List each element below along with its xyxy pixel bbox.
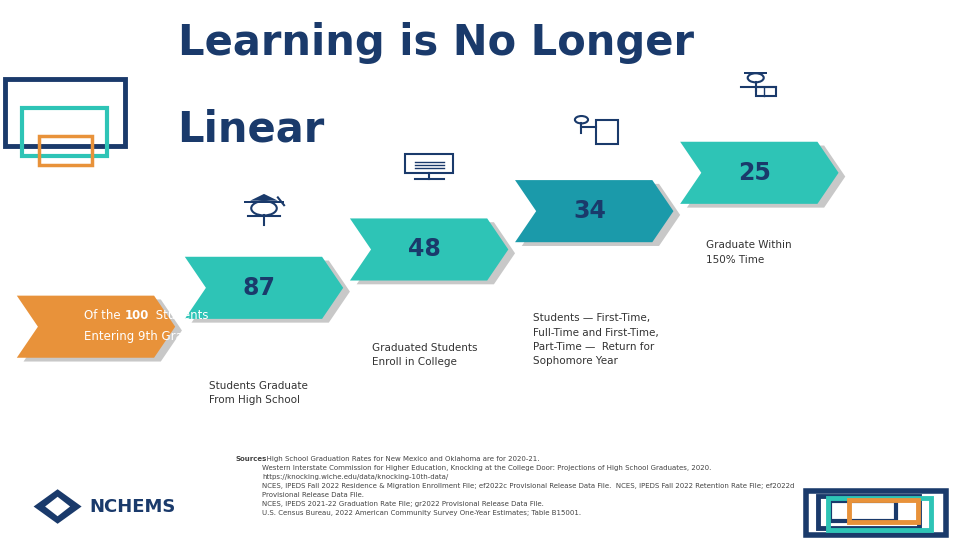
Polygon shape [45,497,70,516]
Text: 100: 100 [125,309,149,322]
Text: Students — First-Time,
Full-Time and First-Time,
Part-Time —  Return for
Sophomo: Students — First-Time, Full-Time and Fir… [533,313,659,367]
Polygon shape [34,489,82,524]
Text: Learning is No Longer: Learning is No Longer [178,22,693,64]
Polygon shape [680,141,839,204]
Polygon shape [192,260,350,322]
Bar [849,500,918,522]
Polygon shape [522,184,680,246]
Polygon shape [687,145,846,207]
Text: 34: 34 [573,199,606,223]
Text: Students: Students [152,309,208,322]
Text: NCHEMS: NCHEMS [89,497,176,516]
Polygon shape [349,218,509,280]
Polygon shape [357,222,515,284]
Polygon shape [17,296,175,357]
Text: : High School Graduation Rates for New Mexico and Oklahoma are for 2020-21.
West: : High School Graduation Rates for New M… [262,456,795,516]
Bar [5,79,125,146]
Text: 25: 25 [738,161,771,185]
Polygon shape [515,180,674,242]
Text: 87: 87 [243,276,276,300]
Text: Graduated Students
Enroll in College: Graduated Students Enroll in College [372,343,478,367]
Text: Graduate Within
150% Time: Graduate Within 150% Time [706,240,791,265]
Bar [830,501,896,521]
Bar [596,120,618,144]
Text: 48: 48 [408,238,441,261]
Bar [818,496,919,528]
Text: Of the: Of the [84,309,125,322]
Text: Entering 9th Grade: Entering 9th Grade [84,330,198,343]
Bar [244,201,284,203]
Bar [756,87,776,96]
Bar [828,498,931,530]
Bar [405,154,453,173]
Polygon shape [24,299,182,362]
Polygon shape [251,194,277,201]
Text: Students Graduate
From High School: Students Graduate From High School [209,381,308,405]
Bar [806,491,946,535]
Bar [39,136,92,165]
Text: Linear: Linear [178,108,324,150]
Bar [744,72,767,75]
Bar [22,108,107,156]
Polygon shape [184,256,344,319]
Text: Sources: Sources [235,456,267,462]
